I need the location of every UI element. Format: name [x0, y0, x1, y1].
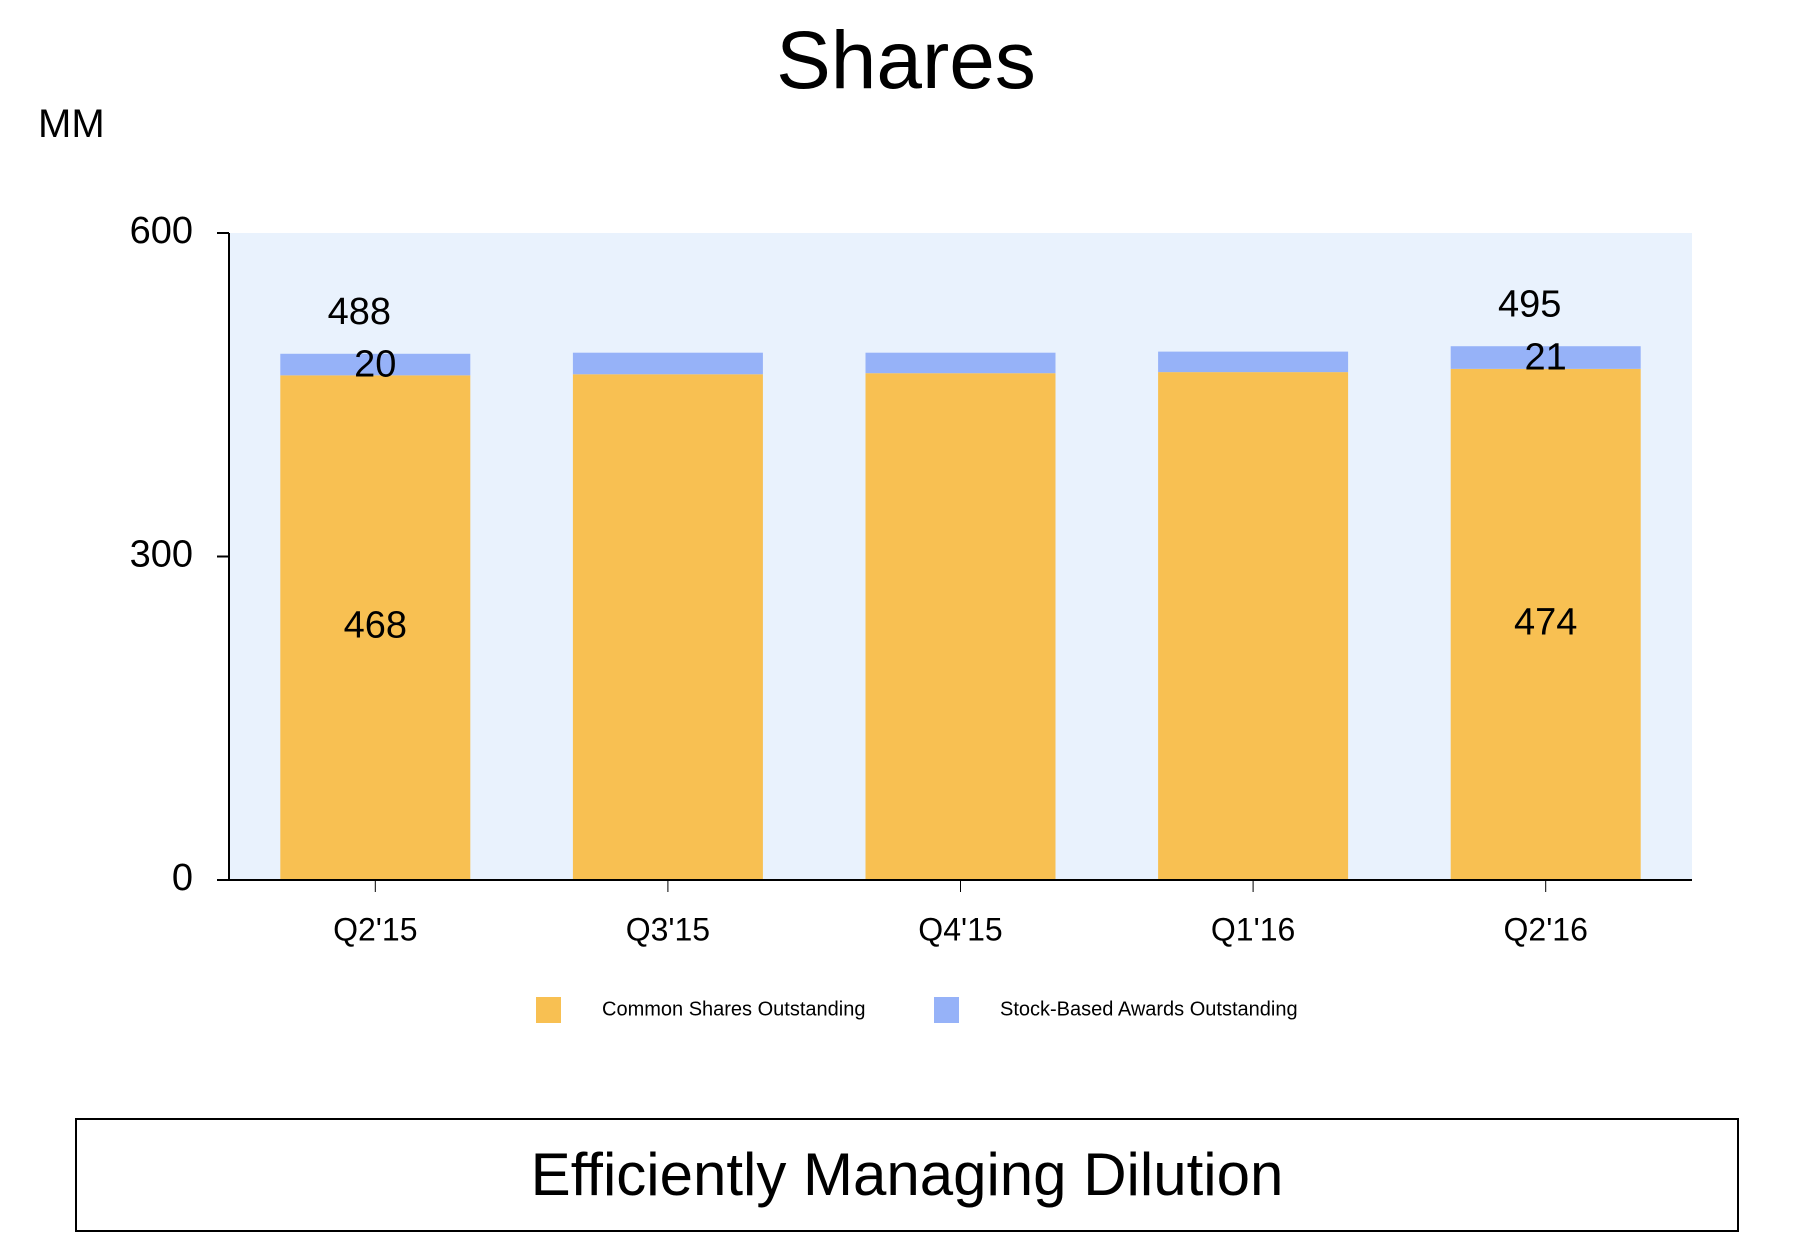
x-tick-label: Q1'16 [1211, 911, 1295, 947]
data-label-common: 468 [344, 605, 407, 647]
bar-stock-awards [1450, 346, 1641, 369]
bar-common-shares [572, 374, 763, 880]
x-tick-label: Q4'15 [918, 911, 1002, 947]
data-label-awards: 21 [1525, 337, 1567, 379]
bar-stock-awards [280, 353, 471, 376]
y-tick-label: 600 [130, 210, 193, 252]
data-label-total: 495 [1498, 283, 1561, 325]
caption-text: Efficiently Managing Dilution [530, 1141, 1284, 1208]
legend-label: Common Shares Outstanding [602, 998, 865, 1020]
legend-label: Stock-Based Awards Outstanding [1000, 998, 1298, 1020]
bar-common-shares [1450, 368, 1641, 880]
data-label-total: 488 [328, 291, 391, 333]
bar-common-shares [865, 373, 1056, 880]
data-label-common: 474 [1514, 601, 1577, 643]
page-title: Shares [776, 15, 1036, 106]
unit-label: MM [38, 102, 105, 146]
x-tick-label: Q2'16 [1504, 911, 1588, 947]
x-tick-label: Q3'15 [626, 911, 710, 947]
bar-common-shares [1158, 372, 1349, 880]
bar-stock-awards [572, 352, 763, 375]
legend-swatch [934, 997, 959, 1023]
y-tick-label: 300 [130, 534, 193, 576]
legend-swatch [536, 997, 561, 1023]
caption-box: Efficiently Managing Dilution [75, 1118, 1739, 1232]
bar-stock-awards [865, 352, 1056, 374]
shares-chart: 0 300 600 Q2'15 Q3'15 Q4'15 Q1'16 Q2'16 468 20 488… [130, 210, 1692, 1023]
bar-common-shares [280, 375, 471, 880]
bar-stock-awards [1158, 351, 1349, 373]
data-label-awards: 20 [354, 344, 396, 386]
y-tick-label: 0 [172, 857, 193, 899]
x-tick-label: Q2'15 [333, 911, 417, 947]
